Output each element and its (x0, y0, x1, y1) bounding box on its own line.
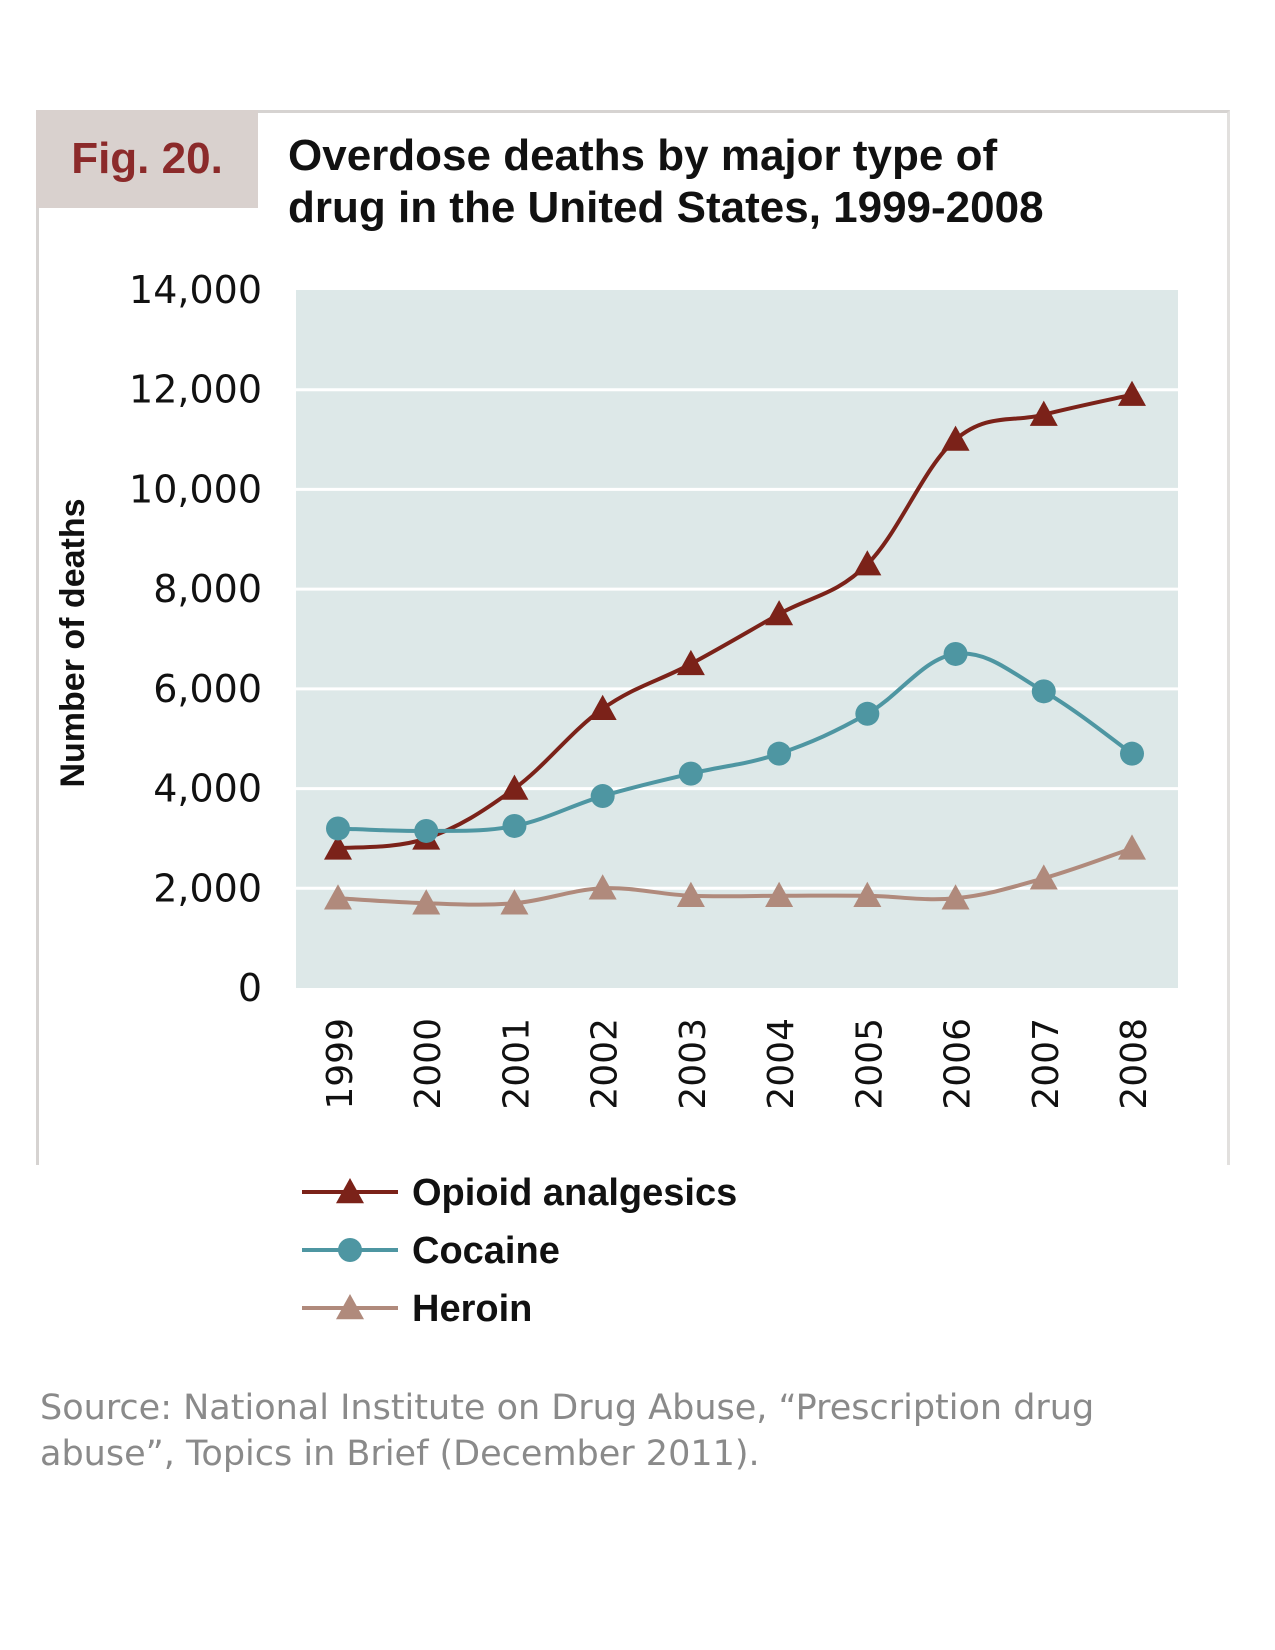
x-tick-label: 2002 (585, 1018, 626, 1110)
series-lines (337, 392, 1134, 907)
x-tick-label: 2006 (938, 1018, 979, 1110)
data-point-cocaine (326, 816, 350, 841)
data-point-heroin (500, 889, 529, 915)
x-tick-label: 1999 (320, 1018, 361, 1110)
data-point-heroin (853, 881, 882, 907)
data-point-opioid-analgesics (500, 774, 529, 800)
data-point-opioid-analgesics (588, 694, 617, 720)
legend-marker-cocaine (338, 1238, 362, 1262)
data-point-cocaine (855, 701, 880, 726)
y-tick-label: 0 (238, 966, 262, 1010)
data-point-opioid-analgesics (1118, 380, 1146, 406)
series-markers (324, 380, 1146, 915)
x-tick-label: 2005 (849, 1018, 890, 1110)
legend-marker-heroin (336, 1294, 364, 1320)
data-point-cocaine (590, 784, 615, 809)
legend-label-opioid-analgesics: Opioid analgesics (412, 1172, 737, 1214)
data-point-heroin (765, 881, 794, 907)
y-tick-label: 6,000 (153, 667, 262, 711)
data-point-cocaine (1031, 679, 1056, 704)
line-chart: 02,0004,0006,0008,00010,00012,00014,000 … (54, 268, 1178, 1330)
figure-label: Fig. 20. (71, 134, 223, 183)
data-point-heroin (1118, 834, 1146, 860)
legend-label-cocaine: Cocaine (412, 1230, 560, 1272)
series-line-opioid-analgesics (337, 392, 1133, 851)
figure-label-box: Fig. 20. (36, 110, 258, 208)
legend: Opioid analgesics Cocaine Heroin (302, 1172, 737, 1330)
data-point-heroin (1029, 864, 1058, 890)
x-tick-label: 2000 (408, 1018, 449, 1110)
data-point-heroin (941, 884, 970, 910)
data-point-cocaine (943, 641, 968, 666)
x-axis-tick-labels: 1999 2000 2001 2002 2003 2004 2005 2006 2007 2008 (320, 1018, 1155, 1110)
data-point-heroin (412, 889, 441, 915)
y-tick-label: 8,000 (153, 567, 262, 611)
data-point-cocaine (767, 741, 792, 766)
x-tick-label: 2008 (1114, 1018, 1155, 1110)
chart-title-line-1: Overdose deaths by major type of (288, 131, 998, 180)
data-point-opioid-analgesics (853, 550, 882, 576)
y-axis-label: Number of deaths (54, 498, 92, 787)
figure-frame (36, 110, 1230, 1165)
data-point-opioid-analgesics (676, 649, 705, 676)
chart-title: Overdose deaths by major type of drug in… (288, 130, 1188, 234)
gridlines (296, 388, 1178, 890)
series-line-heroin (337, 846, 1133, 907)
source-note: Source: National Institute on Drug Abuse… (40, 1388, 1095, 1474)
data-point-opioid-analgesics (941, 425, 970, 451)
legend-label-heroin: Heroin (412, 1288, 532, 1330)
y-tick-label: 10,000 (129, 467, 262, 511)
series-line-cocaine (337, 651, 1134, 834)
data-point-opioid-analgesics (1029, 400, 1058, 426)
data-point-heroin (588, 874, 617, 900)
y-tick-label: 14,000 (129, 268, 262, 312)
x-tick-label: 2001 (496, 1018, 537, 1110)
data-point-heroin (324, 884, 352, 910)
y-tick-label: 12,000 (129, 368, 262, 412)
y-axis-tick-labels: 0 2,000 4,000 6,000 8,000 10,000 12,000 14,000 (129, 268, 262, 1010)
x-tick-label: 2004 (761, 1018, 802, 1110)
data-point-opioid-analgesics (765, 600, 794, 626)
y-tick-label: 2,000 (153, 866, 262, 910)
data-point-cocaine (414, 818, 439, 843)
data-point-opioid-analgesics (324, 834, 352, 860)
data-point-cocaine (502, 813, 527, 838)
y-tick-label: 4,000 (153, 767, 262, 811)
data-point-cocaine (1120, 741, 1144, 766)
legend-marker-opioid-analgesics (336, 1178, 364, 1204)
data-point-cocaine (678, 761, 703, 786)
x-tick-label: 2003 (673, 1018, 714, 1110)
x-tick-label: 2007 (1026, 1018, 1067, 1110)
chart-title-line-2: drug in the United States, 1999-2008 (288, 183, 1044, 232)
data-point-heroin (676, 881, 705, 907)
